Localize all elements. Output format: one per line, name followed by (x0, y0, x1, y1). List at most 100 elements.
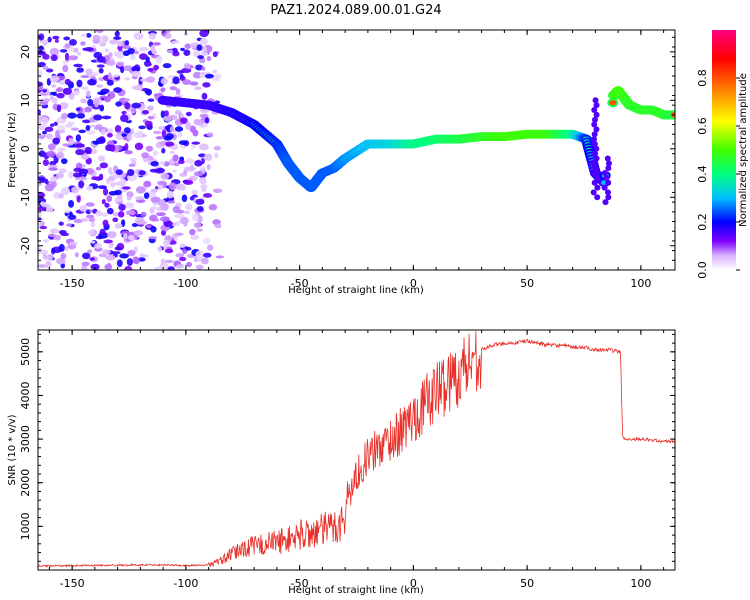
noise-blob (72, 172, 83, 178)
streak-blob (605, 179, 612, 186)
noise-blob (196, 44, 203, 51)
noise-blob (79, 205, 88, 212)
noise-blob (172, 76, 180, 85)
noise-blob (91, 176, 98, 181)
noise-blob (179, 243, 186, 248)
noise-blob (150, 160, 159, 167)
noise-blob (160, 172, 170, 180)
noise-blob (199, 113, 209, 119)
noise-blob (206, 56, 212, 62)
noise-blob (94, 100, 99, 108)
noise-blob (199, 38, 208, 46)
noise-blob (203, 252, 212, 258)
streak-blob (594, 174, 601, 181)
noise-blob (62, 87, 73, 95)
noise-blob (146, 105, 154, 111)
noise-blob (87, 229, 96, 235)
noise-blob (172, 206, 181, 214)
noise-blob (138, 125, 146, 130)
noise-blob (45, 260, 52, 269)
noise-blob (90, 148, 98, 155)
noise-blob (213, 73, 222, 80)
noise-blob (174, 221, 181, 226)
noise-blob (114, 125, 122, 133)
noise-blob (95, 210, 103, 217)
noise-blob (183, 49, 191, 56)
noise-blob (60, 187, 70, 195)
noise-blob (164, 259, 174, 264)
streak-blob (592, 150, 599, 157)
noise-blob (123, 127, 131, 134)
x-tick-label: -50 (291, 577, 309, 590)
noise-blob (172, 154, 179, 162)
streak-blob (605, 165, 612, 172)
noise-blob (63, 36, 71, 41)
noise-blob (128, 234, 135, 241)
streak-blob (605, 194, 612, 201)
noise-blob (178, 256, 187, 262)
noise-blob (131, 102, 142, 109)
noise-blob (129, 128, 135, 135)
noise-blob (65, 209, 71, 214)
noise-blob (62, 60, 69, 64)
y-tick-label: -10 (19, 188, 32, 206)
noise-blob (116, 259, 123, 268)
noise-blob (204, 117, 210, 124)
noise-blob (60, 232, 70, 237)
noise-blob (162, 63, 172, 69)
noise-blob (199, 177, 207, 185)
noise-blob (48, 167, 59, 171)
noise-blob (124, 143, 129, 151)
noise-blob (167, 200, 176, 204)
noise-blob (160, 202, 169, 211)
noise-blob (39, 40, 50, 44)
noise-blob (200, 184, 208, 190)
noise-blob (193, 171, 204, 177)
noise-blob (163, 135, 173, 141)
noise-blob (80, 217, 89, 222)
noise-blob (114, 223, 123, 229)
noise-blob (191, 189, 198, 195)
noise-blob (45, 68, 54, 73)
noise-blob (205, 153, 213, 162)
noise-blob (212, 78, 220, 82)
noise-blob (71, 186, 79, 194)
noise-blob (143, 180, 152, 188)
x-tick-label: -100 (173, 577, 198, 590)
noise-blob (161, 229, 167, 236)
noise-blob (173, 162, 180, 167)
snr-panel: -150 -100 -50 0 50 100 1000 2000 3000 4000 5000 H… (7, 329, 676, 596)
noise-blob (124, 40, 130, 46)
noise-blob (88, 217, 96, 223)
noise-blob (99, 162, 109, 169)
noise-blob (196, 228, 203, 232)
noise-blob (206, 244, 214, 251)
streak-blob (601, 184, 608, 191)
noise-blob (99, 91, 107, 95)
noise-blob (144, 120, 153, 128)
noise-blob (184, 43, 192, 49)
y-tick-label: 3000 (19, 425, 32, 453)
noise-blob (39, 121, 47, 130)
noise-blob (73, 63, 83, 68)
noise-blob (53, 121, 58, 127)
noise-blob (106, 79, 114, 86)
noise-blob (78, 129, 87, 134)
noise-blob (97, 185, 107, 190)
noise-blob (103, 239, 113, 244)
colorbar-ticks: 0.0 0.2 0.4 0.6 0.8 (696, 69, 740, 279)
noise-blob (106, 254, 116, 261)
noise-blob (174, 126, 184, 132)
x-tick-label: -150 (60, 577, 85, 590)
noise-blob (82, 119, 92, 124)
noise-blob (185, 158, 195, 164)
streak-blob (604, 155, 611, 162)
noise-blob (101, 249, 111, 255)
colorbar-tick-label: 0.0 (696, 261, 709, 279)
noise-blob (109, 144, 116, 152)
noise-blob (68, 55, 79, 61)
noise-blob (192, 71, 202, 79)
noise-blob (155, 167, 166, 174)
noise-blob (54, 38, 59, 43)
noise-blob (105, 59, 116, 66)
